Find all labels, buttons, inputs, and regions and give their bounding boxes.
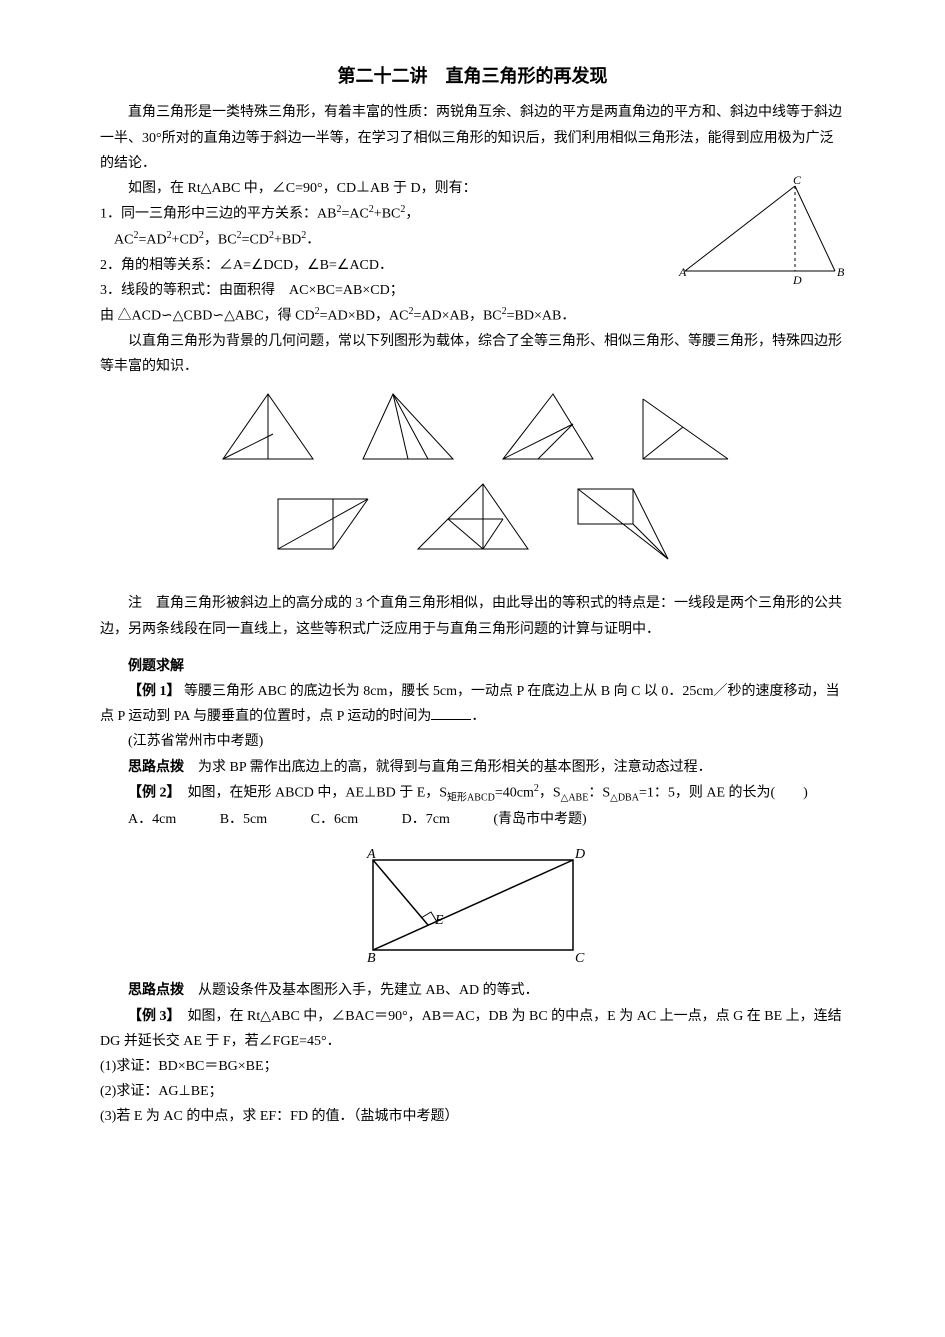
intro-p3: 以直角三角形为背景的几何问题，常以下列图形为载体，综合了全等三角形、相似三角形、… [100, 329, 845, 379]
svg-text:A: A [678, 265, 687, 279]
ex3-text: 【例 3】 如图，在 Rt△ABC 中，∠BAC＝90°，AB＝AC，DB 为 … [100, 1004, 845, 1054]
ex1-blank [431, 705, 471, 720]
figure-row-1 [100, 389, 845, 469]
intro-p1: 直角三角形是一类特殊三角形，有着丰富的性质：两锐角互余、斜边的平方是两直角边的平… [100, 100, 845, 176]
intro-triangle-figure: A C D B [675, 176, 845, 286]
ex3-q2: (2)求证：AG⊥BE； [100, 1079, 845, 1104]
page-title: 第二十二讲 直角三角形的再发现 [100, 60, 845, 92]
shape-fig-3 [493, 389, 603, 469]
svg-text:E: E [434, 913, 444, 928]
ex2-text: 【例 2】 如图，在矩形 ABCD 中，AE⊥BD 于 E，S矩形ABCD=40… [100, 780, 845, 807]
figure-row-2 [100, 479, 845, 569]
shape-fig-2 [353, 389, 463, 469]
intro-item1-line2: AC2=AD2+CD2，BC2=CD2+BD2． [100, 227, 665, 253]
shape-fig-7 [568, 479, 678, 569]
ex1-source: (江苏省常州市中考题) [100, 729, 845, 754]
svg-text:C: C [793, 173, 802, 187]
svg-text:B: B [367, 951, 376, 966]
intro-item2: 2．角的相等关系：∠A=∠DCD，∠B=∠ACD． [100, 253, 665, 278]
shape-fig-6 [408, 479, 538, 559]
svg-text:D: D [792, 273, 802, 287]
svg-text:A: A [366, 847, 376, 862]
ex2-figure: A D B C E [100, 840, 845, 970]
shape-fig-5 [268, 479, 378, 559]
ex3-q3: (3)若 E 为 AC 的中点，求 EF：FD 的值．（盐城市中考题） [100, 1104, 845, 1129]
intro-item1: 1．同一三角形中三边的平方关系：AB2=AC2+BC2， [100, 201, 665, 227]
ex2-opt-c: C．6cm [311, 812, 358, 827]
intro-item3: 3．线段的等积式：由面积得 AC×BC=AB×CD； [100, 278, 665, 303]
ex2-opt-b: B．5cm [220, 812, 267, 827]
ex1-text: 【例 1】 等腰三角形 ABC 的底边长为 8cm，腰长 5cm，一动点 P 在… [100, 679, 845, 729]
svg-text:B: B [837, 265, 845, 279]
ex3-q1: (1)求证：BD×BC＝BG×BE； [100, 1054, 845, 1079]
examples-header: 例题求解 [100, 654, 845, 679]
intro-note: 注 直角三角形被斜边上的高分成的 3 个直角三角形相似，由此导出的等积式的特点是… [100, 591, 845, 641]
svg-text:C: C [575, 951, 585, 966]
intro-item3b: 由 △ACD∽△CBD∽△ABC，得 CD2=AD×BD，AC2=AD×AB，B… [100, 303, 665, 329]
ex2-hint: 思路点拨 从题设条件及基本图形入手，先建立 AB、AD 的等式． [100, 978, 845, 1003]
ex2-source: (青岛市中考题) [493, 812, 586, 827]
ex2-options: A．4cm B．5cm C．6cm D．7cm (青岛市中考题) [100, 807, 845, 832]
shape-fig-1 [213, 389, 323, 469]
ex2-opt-a: A．4cm [128, 812, 176, 827]
ex2-opt-d: D．7cm [402, 812, 450, 827]
shape-fig-4 [633, 389, 733, 469]
ex1-hint: 思路点拨 为求 BP 需作出底边上的高，就得到与直角三角形相关的基本图形，注意动… [100, 755, 845, 780]
svg-text:D: D [574, 847, 585, 862]
intro-p2: 如图，在 Rt△ABC 中，∠C=90°，CD⊥AB 于 D，则有： [100, 176, 665, 201]
